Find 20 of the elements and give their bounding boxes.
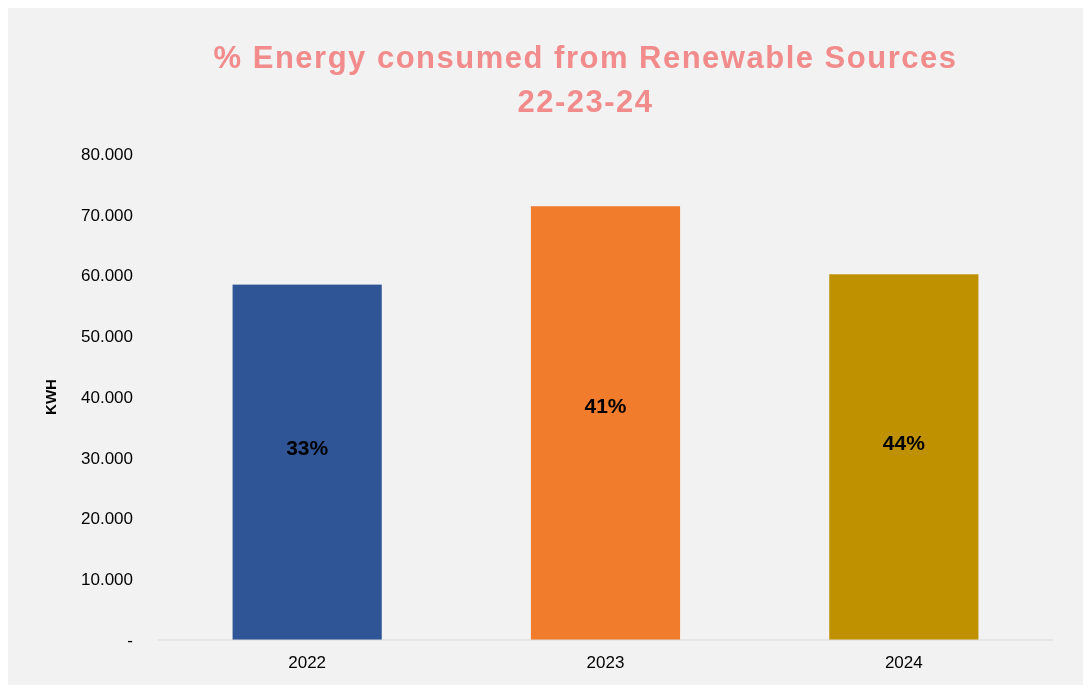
bar [530,206,681,640]
annotation: 41% [584,394,627,418]
y-tick-label: - [127,630,133,650]
y-tick-label: 30.000 [81,448,133,468]
y-tick-label: 50.000 [81,327,133,347]
y-tick-label: 80.000 [81,144,133,164]
y-axis-title: KWH [42,379,59,415]
y-tick-label: 70.000 [81,205,133,225]
y-tick-label: 20.000 [81,509,133,529]
x-tick-label: 2022 [288,653,327,672]
bar [829,274,979,640]
annotation: 44% [882,430,926,454]
x-tick-label: 2023 [586,653,625,672]
y-tick-label: 10.000 [81,570,133,590]
y-tick-label: 40.000 [81,387,133,407]
annotation: 33% [286,436,329,460]
y-tick-label: 60.000 [81,266,133,286]
bar [232,284,382,640]
chart-title: % Energy consumed from Renewable Sources 22-23-24 [213,40,958,119]
x-tick-label: 2024 [884,653,923,672]
